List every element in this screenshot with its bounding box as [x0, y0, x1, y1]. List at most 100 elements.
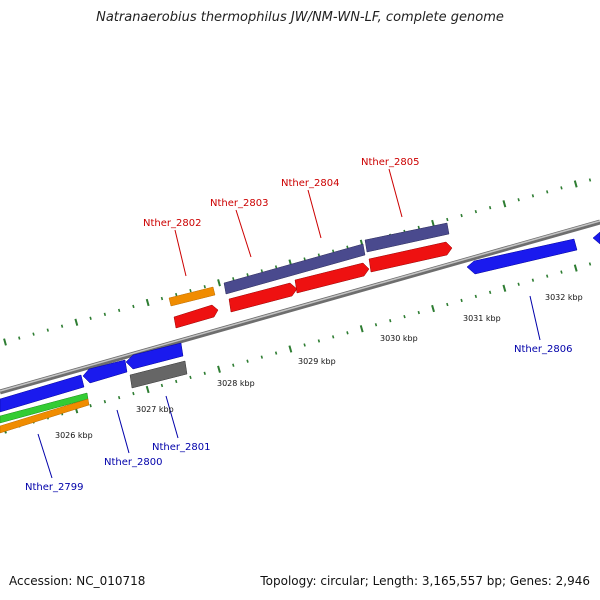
outer-tick: [588, 178, 592, 182]
outer-tick: [517, 198, 520, 202]
gene-feature-purple-2[interactable]: [364, 222, 450, 253]
inner-tick: [531, 278, 535, 282]
outer-tick: [502, 200, 507, 208]
inner-tick: [288, 345, 293, 353]
inner-tick: [517, 282, 520, 286]
outer-tick: [417, 225, 420, 230]
inner-tick: [546, 274, 549, 278]
genome-stats-text: Topology: circular; Length: 3,165,557 bp…: [260, 574, 590, 588]
gene-feature-nther-2803[interactable]: [228, 282, 298, 313]
gene-feature-orange-reverse[interactable]: [0, 398, 90, 434]
inner-tick: [175, 379, 178, 384]
outer-tick: [531, 194, 535, 198]
inner-tick: [232, 363, 235, 367]
gene-feature-nther-2804[interactable]: [294, 262, 370, 294]
outer-tick: [317, 253, 321, 257]
inner-tick: [403, 314, 406, 319]
outer-tick: [560, 186, 563, 190]
inner-tick: [474, 294, 478, 299]
outer-tick: [488, 205, 492, 210]
outer-tick: [189, 288, 192, 293]
outer-tick: [203, 285, 206, 289]
gene-label-nther-2806[interactable]: Nther_2806: [514, 344, 572, 355]
inner-tick: [246, 359, 249, 363]
outer-tick: [3, 338, 7, 346]
outer-tick: [573, 180, 578, 188]
scale-labels: 3026 kbp 3027 kbp 3028 kbp 3029 kbp 3030…: [55, 293, 583, 440]
inner-tick: [560, 270, 563, 274]
inner-tick: [203, 371, 206, 375]
outer-tick: [132, 304, 135, 309]
reverse-gene-features: [0, 231, 600, 434]
inner-tick: [573, 264, 578, 272]
gene-label-nther-2805[interactable]: Nther_2805: [361, 157, 419, 168]
gene-labels: Nther_2802 Nther_2803 Nther_2804 Nther_2…: [25, 157, 572, 493]
inner-tick: [359, 325, 364, 333]
outer-tick: [145, 298, 150, 307]
gene-label-nther-2803[interactable]: Nther_2803: [210, 198, 268, 209]
inner-tick: [103, 399, 107, 404]
outer-tick: [89, 316, 92, 320]
gene-feature-blue-edge[interactable]: [592, 231, 600, 245]
outer-tick: [103, 312, 107, 317]
scale-label-3028: 3028 kbp: [217, 379, 255, 388]
gene-label-nther-2802[interactable]: Nther_2802: [143, 218, 201, 229]
genome-backbone: [0, 219, 600, 395]
inner-tick: [588, 262, 592, 266]
inner-tick: [374, 323, 378, 327]
outer-tick: [474, 209, 478, 214]
gene-feature-purple-1[interactable]: [223, 243, 366, 295]
outer-tick: [32, 332, 35, 336]
inner-tick: [217, 365, 221, 373]
gene-label-nther-2801[interactable]: Nther_2801: [152, 442, 210, 453]
scale-label-3026: 3026 kbp: [55, 431, 93, 440]
accession-text: Accession: NC_010718: [9, 574, 146, 588]
inner-tick: [417, 310, 420, 315]
map-title: Natranaerobius thermophilus JW/NM-WN-LF,…: [96, 10, 504, 25]
forward-gene-features: [168, 222, 453, 329]
label-callouts: [37, 168, 541, 479]
outer-tick: [46, 328, 49, 332]
outer-tick: [175, 292, 178, 297]
inner-tick: [160, 383, 164, 388]
inner-tick: [331, 335, 335, 339]
inner-tick: [346, 331, 349, 335]
outer-tick: [232, 277, 235, 281]
gene-feature-nther-2800[interactable]: [82, 359, 128, 384]
gene-feature-nther-2805[interactable]: [368, 241, 453, 273]
gene-label-nther-2799[interactable]: Nther_2799: [25, 482, 83, 493]
scale-label-3032: 3032 kbp: [545, 293, 583, 302]
inner-tick: [189, 375, 192, 380]
inner-tick: [260, 355, 264, 359]
inner-tick: [117, 395, 121, 400]
inner-tick: [89, 404, 92, 408]
scale-label-3031: 3031 kbp: [463, 314, 501, 323]
inner-tick: [446, 302, 449, 307]
outer-tick: [260, 269, 264, 273]
inner-tick: [132, 391, 135, 396]
gene-feature-nther-2802[interactable]: [173, 304, 219, 329]
outer-tick: [60, 324, 64, 328]
outer-tick: [74, 318, 79, 326]
gene-feature-nther-2801[interactable]: [125, 342, 184, 370]
outer-tick: [217, 279, 221, 287]
scale-label-3029: 3029 kbp: [298, 357, 336, 366]
gene-feature-orange-forward[interactable]: [168, 286, 216, 307]
inner-tick: [460, 298, 463, 303]
gene-feature-grey[interactable]: [129, 360, 188, 389]
outer-tick-track: [3, 178, 592, 346]
scale-label-3030: 3030 kbp: [380, 334, 418, 343]
gene-feature-nther-2799[interactable]: [0, 374, 85, 413]
gene-label-nther-2800[interactable]: Nther_2800: [104, 457, 162, 468]
gene-feature-nther-2806[interactable]: [466, 238, 578, 275]
outer-tick: [303, 257, 306, 261]
scale-label-3027: 3027 kbp: [136, 405, 174, 414]
inner-tick: [145, 385, 150, 394]
gene-label-nther-2804[interactable]: Nther_2804: [281, 178, 339, 189]
inner-tick: [488, 290, 492, 295]
inner-tick: [303, 343, 306, 347]
inner-tick: [431, 304, 435, 313]
outer-tick: [246, 273, 249, 277]
outer-tick: [274, 265, 278, 269]
